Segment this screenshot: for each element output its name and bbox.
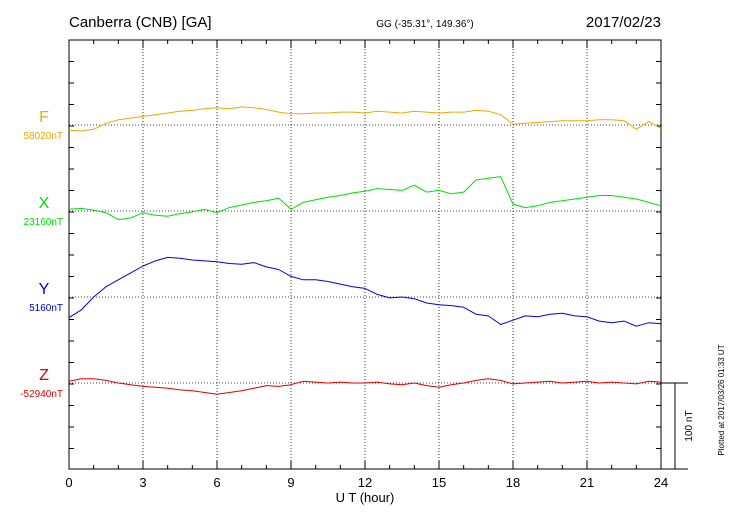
coordinates-label: GG (-35.31°, 149.36°)	[376, 19, 474, 30]
x-axis-title: U T (hour)	[336, 490, 395, 505]
x-tick-label: 15	[432, 475, 446, 490]
trace-x	[68, 176, 662, 221]
component-f-baseline: 58020nT	[24, 131, 63, 142]
trace-y	[68, 256, 662, 327]
component-x-label: X	[39, 195, 50, 212]
trace-z	[68, 378, 662, 395]
x-tick-label: 0	[65, 475, 72, 490]
x-tick-labels: 0 3 6 9 12 15 18 21 24	[65, 475, 668, 490]
x-tick-label: 9	[287, 475, 294, 490]
component-z-baseline: -52940nT	[20, 389, 63, 400]
trace-f	[68, 106, 662, 132]
traces	[68, 106, 662, 395]
component-x-baseline: 23160nT	[24, 217, 63, 228]
x-tick-label: 3	[139, 475, 146, 490]
axis-ticks	[68, 40, 662, 469]
component-y-label: Y	[39, 281, 50, 298]
plotted-note: Plotted at 2017/03/26 01:33 UT	[717, 344, 726, 455]
station-title: Canberra (CNB) [GA]	[69, 14, 212, 31]
x-tick-label: 12	[358, 475, 372, 490]
x-tick-label: 24	[654, 475, 668, 490]
component-labels: F 58020nT X 23160nT Y 5160nT Z -52940nT	[20, 109, 63, 400]
component-y-baseline: 5160nT	[29, 303, 63, 314]
x-tick-label: 18	[506, 475, 520, 490]
x-tick-label: 6	[213, 475, 220, 490]
date-label: 2017/02/23	[586, 14, 661, 31]
x-tick-label: 21	[580, 475, 594, 490]
plot-frame	[68, 39, 662, 470]
component-f-label: F	[39, 109, 49, 126]
component-z-label: Z	[39, 367, 49, 384]
vertical-gridlines	[142, 40, 588, 469]
scale-bar-label: 100 nT	[684, 410, 695, 441]
